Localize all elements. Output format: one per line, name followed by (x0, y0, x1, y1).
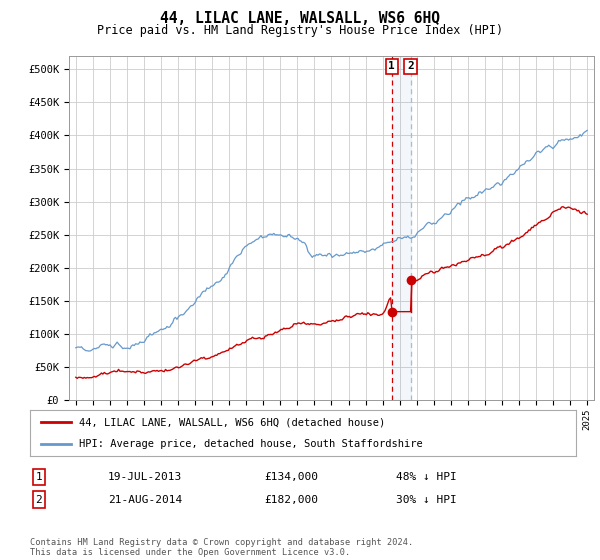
Text: 1: 1 (35, 472, 43, 482)
Text: 44, LILAC LANE, WALSALL, WS6 6HQ: 44, LILAC LANE, WALSALL, WS6 6HQ (160, 11, 440, 26)
Text: £182,000: £182,000 (264, 494, 318, 505)
Text: 44, LILAC LANE, WALSALL, WS6 6HQ (detached house): 44, LILAC LANE, WALSALL, WS6 6HQ (detach… (79, 417, 385, 427)
Text: 1: 1 (388, 61, 395, 71)
Text: HPI: Average price, detached house, South Staffordshire: HPI: Average price, detached house, Sout… (79, 439, 423, 449)
Text: Contains HM Land Registry data © Crown copyright and database right 2024.
This d: Contains HM Land Registry data © Crown c… (30, 538, 413, 557)
Text: 19-JUL-2013: 19-JUL-2013 (108, 472, 182, 482)
Bar (392, 56, 410, 400)
Text: 48% ↓ HPI: 48% ↓ HPI (396, 472, 457, 482)
Text: £134,000: £134,000 (264, 472, 318, 482)
Text: 2: 2 (35, 494, 43, 505)
Text: 30% ↓ HPI: 30% ↓ HPI (396, 494, 457, 505)
Text: 2: 2 (407, 61, 414, 71)
Text: 21-AUG-2014: 21-AUG-2014 (108, 494, 182, 505)
Text: Price paid vs. HM Land Registry's House Price Index (HPI): Price paid vs. HM Land Registry's House … (97, 24, 503, 36)
